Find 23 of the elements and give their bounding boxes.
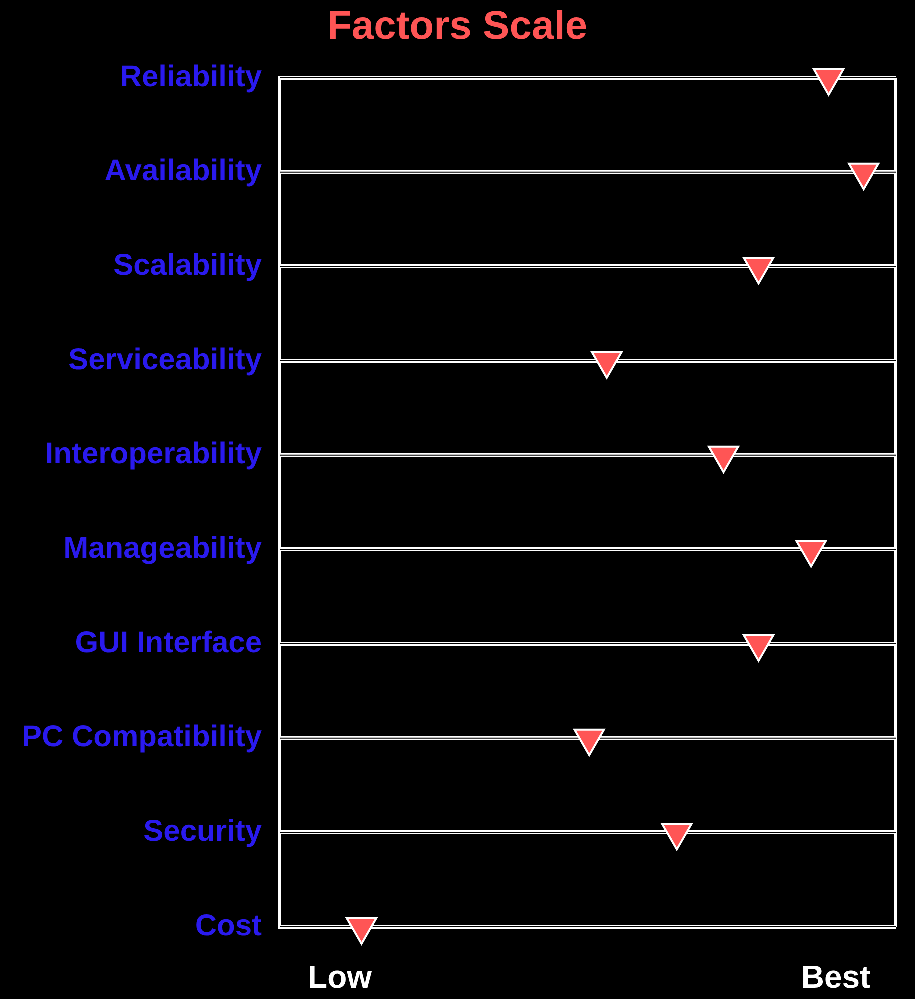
y-tick-label: GUI Interface	[75, 626, 262, 660]
text: Low	[308, 958, 372, 995]
y-tick-label: Availability	[104, 154, 262, 188]
y-tick-label: Interoperability	[45, 438, 262, 471]
y-tick-label: Cost	[195, 909, 262, 942]
y-tick-label: Security	[144, 814, 262, 848]
point	[346, 918, 378, 945]
point	[591, 352, 623, 379]
text: Best	[801, 958, 872, 995]
point	[661, 823, 693, 851]
point	[708, 446, 740, 474]
y-tick-label: Reliability	[120, 60, 262, 94]
point	[813, 68, 845, 96]
point	[743, 257, 775, 285]
point	[574, 728, 606, 756]
y-tick-label: Scalability	[114, 248, 262, 282]
point	[743, 634, 775, 662]
chart-title: Factors Scale	[327, 4, 588, 48]
y-tick-label: PC Compatibility	[22, 720, 262, 754]
point	[848, 162, 880, 190]
y-tick-label: Manageability	[64, 532, 262, 565]
y-tick-label: Serviceability	[68, 343, 262, 376]
point	[796, 540, 828, 568]
